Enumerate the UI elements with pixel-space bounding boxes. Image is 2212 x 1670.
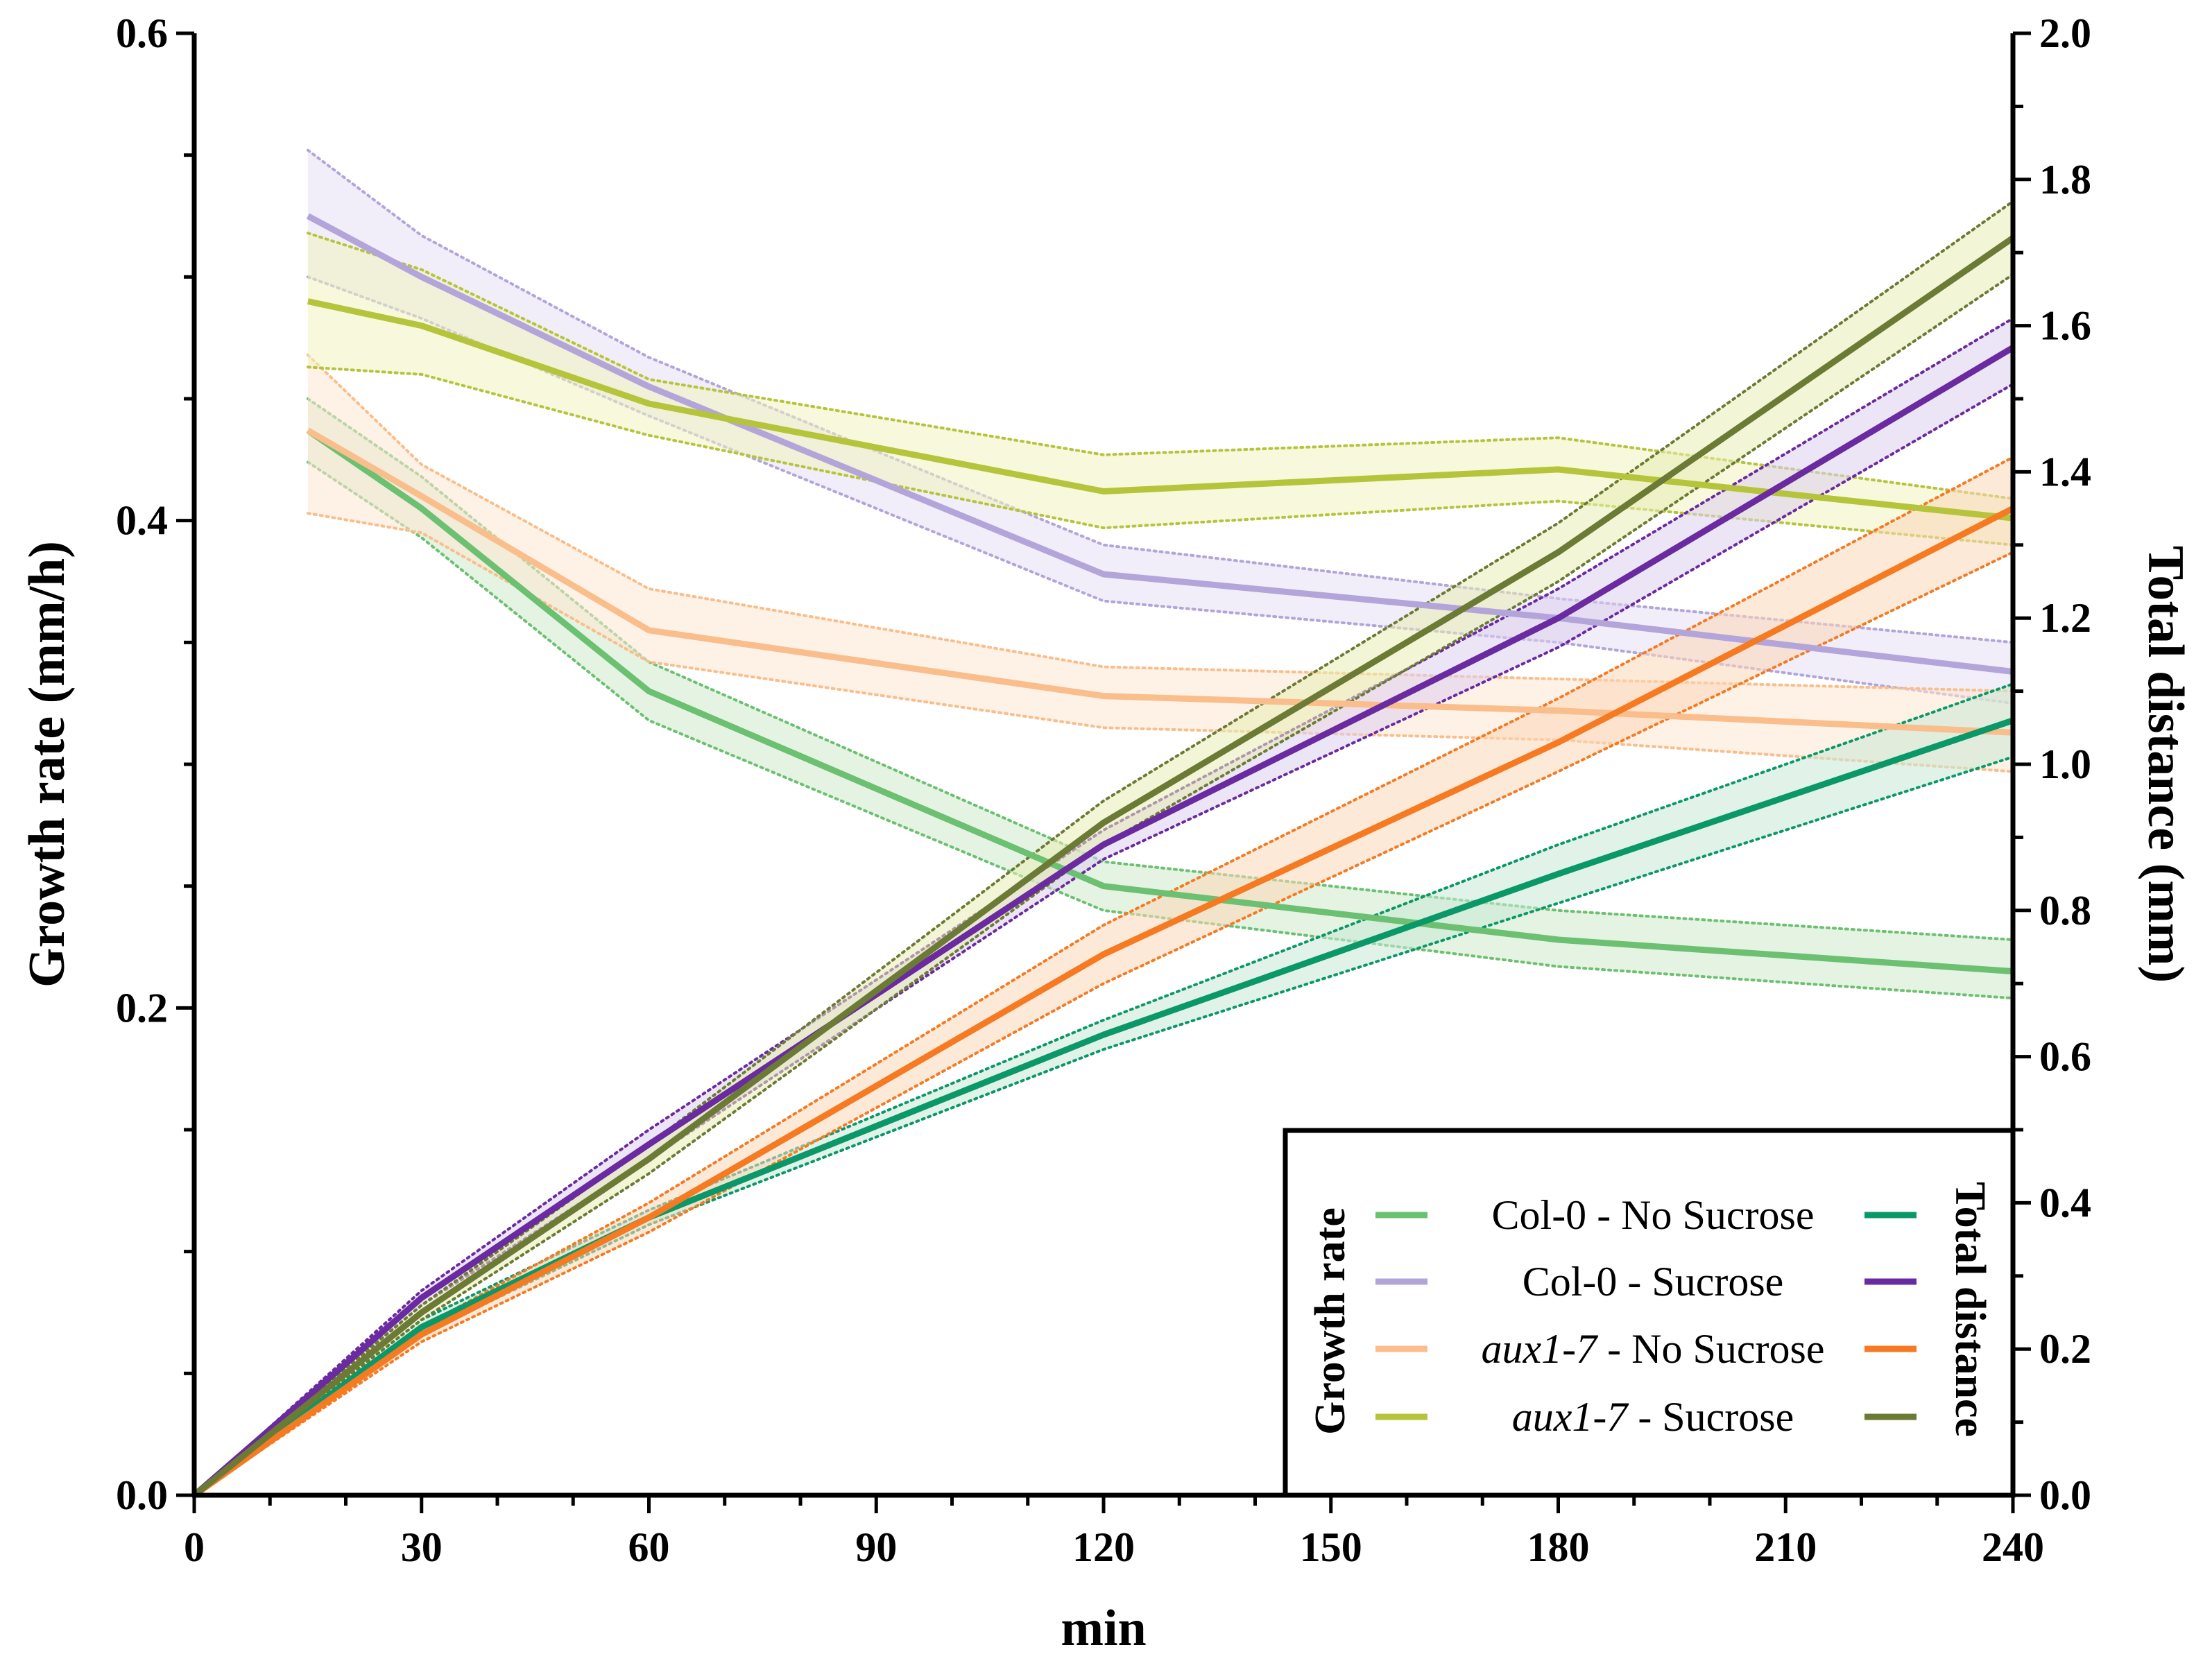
x-tick-label: 60 <box>628 1524 670 1570</box>
total-distance-upper-bound-2 <box>193 456 2014 1497</box>
growth-rate-line-0 <box>306 427 2014 975</box>
total-distance-line-2 <box>192 506 2015 1498</box>
legend-total-distance-title: Total distance <box>1946 1182 1994 1437</box>
y-right-tick-label: 0.4 <box>2039 1180 2091 1225</box>
y-right-tick-label: 1.0 <box>2039 741 2091 787</box>
y-left-tick-label: 0.0 <box>116 1472 168 1518</box>
legend-label-2: aux1-7 - No Sucrose <box>1482 1326 1825 1372</box>
growth-rate-lower-bound-2 <box>306 512 2014 773</box>
legend-label-genotype: aux1-7 <box>1482 1326 1600 1372</box>
x-tick-label: 150 <box>1300 1524 1362 1570</box>
y-right-tick-label: 0.2 <box>2039 1326 2091 1372</box>
y-right-tick-label: 1.2 <box>2039 595 2091 641</box>
y-right-tick-label: 0.8 <box>2039 888 2091 933</box>
y-left-tick-label: 0.2 <box>116 985 168 1031</box>
series-lines <box>192 213 2015 1498</box>
growth-rate-band-3 <box>307 233 2014 545</box>
growth-rate-band-1 <box>307 150 2014 704</box>
total-distance-lower-bound-2 <box>193 551 2014 1497</box>
growth-rate-line-2 <box>306 427 2014 736</box>
y-right-tick-label: 1.6 <box>2039 303 2091 349</box>
legend-label-genotype: Col-0 <box>1523 1259 1618 1305</box>
total-distance-band-1 <box>194 318 2013 1496</box>
y-right-tick-label: 1.8 <box>2039 157 2091 203</box>
x-tick-label: 240 <box>1982 1524 2044 1570</box>
y-left-tick-label: 0.4 <box>116 498 168 544</box>
y-right-tick-label: 0.0 <box>2039 1472 2091 1518</box>
total-distance-line-3 <box>192 235 2015 1498</box>
x-tick-label: 210 <box>1754 1524 1817 1570</box>
legend-label-0: Col-0 - No Sucrose <box>1492 1192 1815 1238</box>
total-distance-line-0 <box>192 717 2014 1498</box>
legend-label-condition: - Sucrose <box>1617 1259 1783 1305</box>
legend-label-genotype: aux1-7 <box>1512 1394 1630 1440</box>
total-distance-band-3 <box>194 201 2013 1495</box>
legend-label-1: Col-0 - Sucrose <box>1523 1259 1784 1305</box>
x-tick-label: 180 <box>1527 1524 1590 1570</box>
x-tick-label: 120 <box>1072 1524 1135 1570</box>
x-axis-title: min <box>1061 1600 1146 1657</box>
x-tick-label: 90 <box>855 1524 897 1570</box>
legend-label-genotype: Col-0 <box>1492 1192 1587 1238</box>
growth-rate-line-1 <box>306 213 2014 675</box>
x-tick-label: 30 <box>401 1524 443 1570</box>
y-right-tick-label: 2.0 <box>2039 10 2091 56</box>
y-right-tick-label: 0.6 <box>2039 1034 2091 1080</box>
axes: 0 30 60 90 120 150 180 210 240 0.0 0.2 0.4 0.6 0.0 0.2… <box>116 10 2091 1570</box>
legend-growth-rate-title: Growth rate <box>1307 1207 1354 1435</box>
y-left-tick-label: 0.6 <box>116 10 168 56</box>
legend-label-condition: - No Sucrose <box>1586 1192 1814 1238</box>
growth-rate-upper-bound-2 <box>306 353 2014 693</box>
growth-rate-line-3 <box>307 298 2014 522</box>
y-right-tick-label: 1.4 <box>2039 449 2091 494</box>
confidence-bands <box>193 148 2014 1497</box>
total-distance-band-2 <box>194 457 2013 1495</box>
legend-box <box>1283 1128 2016 1498</box>
total-distance-band-0 <box>194 684 2013 1495</box>
y-right-axis-title: Total distance (mm) <box>2137 546 2194 983</box>
legend-label-3: aux1-7 - Sucrose <box>1512 1394 1794 1440</box>
legend-label-condition: - Sucrose <box>1627 1394 1794 1440</box>
growth-rate-band-0 <box>307 399 2014 999</box>
legend-label-condition: - No Sucrose <box>1597 1326 1824 1372</box>
x-tick-label: 0 <box>184 1524 205 1570</box>
legend: Growth rate Total distance Col-0 - No Sucr… <box>1283 1128 2016 1498</box>
growth-rate-band-2 <box>307 354 2014 772</box>
total-distance-lower-bound-3 <box>193 273 2014 1497</box>
y-left-axis-title: Growth rate (mm/h) <box>19 541 76 988</box>
